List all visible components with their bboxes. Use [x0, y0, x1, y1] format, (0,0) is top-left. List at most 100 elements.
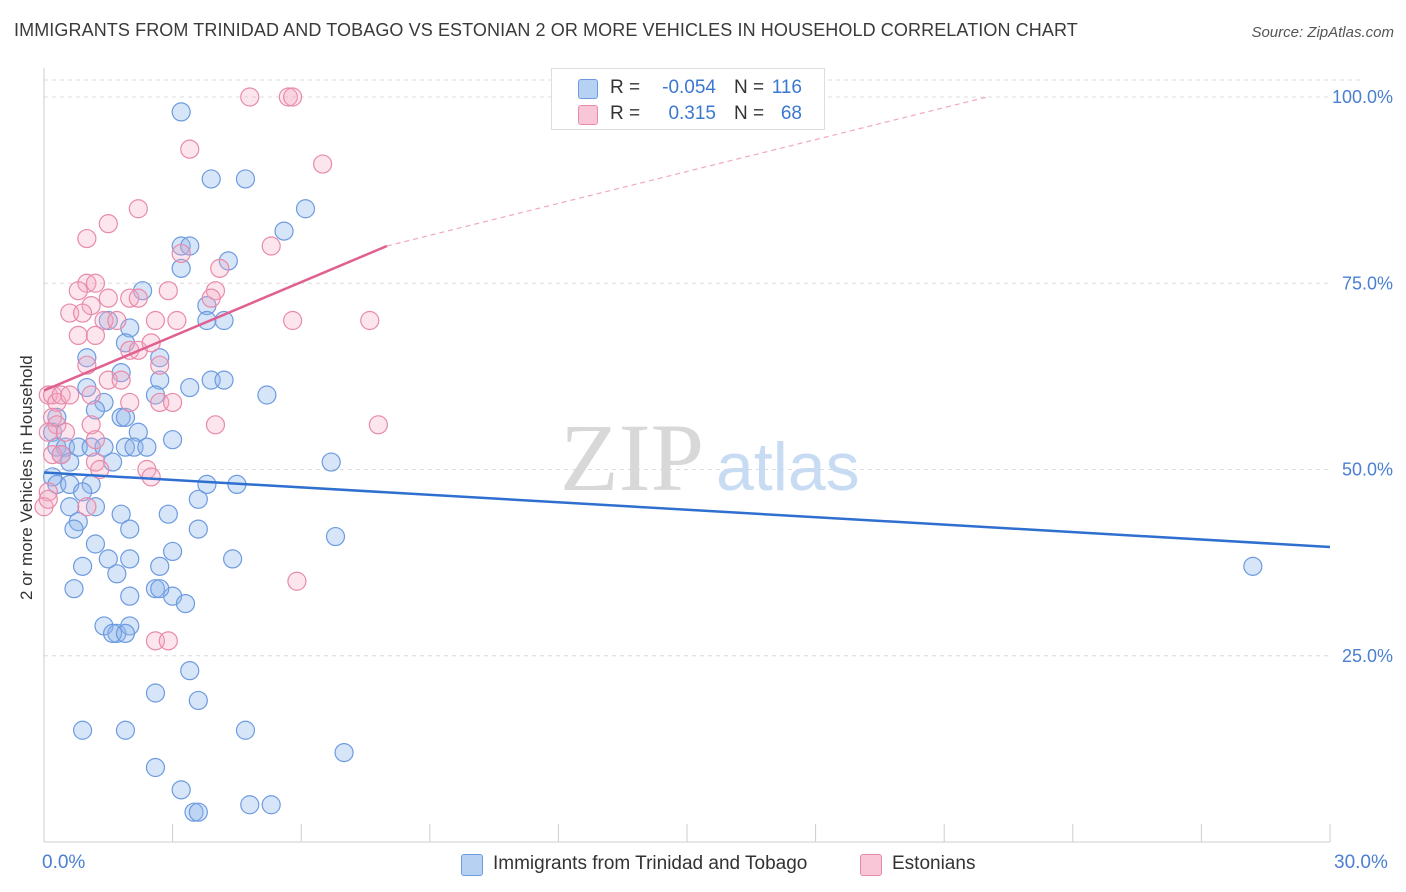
point-estonian [55, 422, 76, 442]
y-tick-labels: 25.0% 50.0% 75.0% 100.0% [1332, 87, 1393, 666]
point-trinidad [1243, 556, 1263, 576]
point-estonian [287, 571, 307, 591]
source-label: Source: ZipAtlas.com [1251, 24, 1394, 41]
point-trinidad [47, 407, 67, 427]
stats-row-estonian: R = 0.315 N = 68 [552, 101, 824, 127]
n-value: 68 [780, 103, 802, 124]
point-estonian [72, 303, 93, 323]
point-trinidad [163, 541, 183, 562]
legend-swatch-trinidad [461, 854, 483, 876]
point-trinidad [120, 519, 140, 539]
point-trinidad [150, 348, 170, 368]
point-estonian [180, 139, 200, 159]
r-label: R = [610, 77, 641, 98]
point-trinidad [180, 661, 200, 681]
watermark-atlas: atlas [716, 429, 860, 505]
point-trinidad [188, 690, 208, 711]
point-trinidad [214, 370, 234, 390]
point-estonian [60, 385, 80, 405]
point-estonian [68, 325, 88, 345]
point-estonian [98, 288, 118, 308]
point-estonian [98, 214, 118, 234]
point-trinidad [137, 437, 157, 457]
point-trinidad [111, 407, 131, 427]
point-estonian [360, 310, 380, 331]
point-trinidad [235, 169, 256, 189]
point-estonian [77, 497, 97, 517]
point-trinidad [150, 556, 170, 576]
point-estonian [150, 355, 170, 375]
point-trinidad [145, 683, 166, 703]
x-tick-max: 30.0% [1334, 852, 1388, 873]
point-estonian [145, 310, 166, 331]
point-estonian [313, 154, 333, 174]
point-trinidad [145, 757, 166, 778]
point-estonian [158, 281, 178, 301]
point-trinidad [115, 407, 136, 427]
y-tick-label: 50.0% [1342, 460, 1393, 480]
legend-label-estonian: Estonians [892, 853, 976, 874]
point-estonian [171, 243, 191, 264]
trend-line-trinidad [43, 471, 1331, 549]
point-estonian [283, 87, 303, 107]
point-trinidad [188, 519, 208, 539]
point-estonian [368, 415, 388, 435]
series-estonian-points [34, 87, 388, 651]
series-legend: Immigrants from Trinidad and Tobago Esto… [0, 852, 1406, 878]
point-trinidad [188, 489, 208, 509]
swatch-estonian [578, 105, 598, 125]
point-trinidad [150, 579, 170, 599]
point-estonian [38, 482, 58, 502]
point-trinidad [163, 430, 183, 450]
x-tick-min: 0.0% [42, 852, 86, 873]
point-trinidad [115, 720, 136, 740]
point-estonian [205, 415, 226, 435]
watermark-zip: ZIP [560, 404, 704, 511]
swatch-trinidad [578, 79, 598, 99]
point-estonian [120, 392, 140, 413]
point-trinidad [325, 526, 346, 547]
point-trinidad [257, 385, 277, 405]
point-estonian [128, 288, 148, 308]
point-estonian [283, 310, 303, 331]
point-trinidad [60, 497, 80, 517]
point-trinidad [72, 556, 93, 576]
point-estonian [158, 631, 178, 651]
point-trinidad [85, 400, 106, 420]
point-estonian [163, 392, 183, 413]
point-estonian [141, 467, 161, 487]
r-label: R = [610, 103, 641, 124]
point-trinidad [150, 370, 170, 390]
y-tick-label: 100.0% [1332, 87, 1393, 107]
point-trinidad [64, 579, 84, 599]
point-estonian [90, 459, 110, 480]
point-estonian [81, 385, 101, 405]
point-trinidad [334, 742, 354, 763]
point-trinidad [223, 549, 243, 569]
point-trinidad [85, 534, 106, 554]
point-trinidad [171, 102, 191, 122]
point-estonian [85, 430, 106, 450]
point-estonian [210, 258, 230, 278]
point-estonian [240, 87, 260, 107]
point-trinidad [107, 564, 127, 584]
point-trinidad [235, 720, 256, 740]
point-estonian [278, 87, 298, 107]
trend-line-estonian-extension [386, 96, 988, 247]
point-estonian [38, 489, 58, 509]
point-trinidad [175, 593, 196, 614]
point-trinidad [180, 377, 200, 398]
point-trinidad [111, 504, 131, 524]
point-trinidad [64, 519, 84, 539]
point-trinidad [115, 623, 136, 644]
point-trinidad [128, 422, 148, 442]
point-trinidad [72, 720, 93, 740]
n-value: 116 [771, 77, 802, 98]
point-trinidad [72, 482, 93, 502]
point-trinidad [120, 586, 140, 606]
point-estonian [81, 415, 101, 435]
point-trinidad [240, 795, 260, 815]
point-trinidad [158, 504, 178, 524]
point-estonian [85, 325, 106, 345]
